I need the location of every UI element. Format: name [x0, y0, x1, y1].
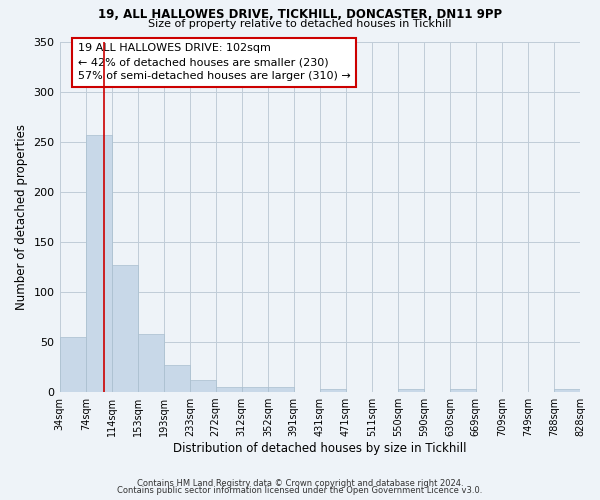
Bar [164, 365, 190, 392]
Y-axis label: Number of detached properties: Number of detached properties [15, 124, 28, 310]
Bar [86, 134, 112, 392]
Bar [59, 337, 86, 392]
Bar [398, 389, 424, 392]
Bar [190, 380, 215, 392]
Bar [112, 265, 137, 392]
Text: Contains HM Land Registry data © Crown copyright and database right 2024.: Contains HM Land Registry data © Crown c… [137, 478, 463, 488]
Bar [554, 389, 580, 392]
Text: 19, ALL HALLOWES DRIVE, TICKHILL, DONCASTER, DN11 9PP: 19, ALL HALLOWES DRIVE, TICKHILL, DONCAS… [98, 8, 502, 20]
Text: Size of property relative to detached houses in Tickhill: Size of property relative to detached ho… [148, 19, 452, 29]
Bar [242, 387, 268, 392]
Bar [137, 334, 164, 392]
Bar [215, 387, 242, 392]
Text: 19 ALL HALLOWES DRIVE: 102sqm
← 42% of detached houses are smaller (230)
57% of : 19 ALL HALLOWES DRIVE: 102sqm ← 42% of d… [78, 44, 350, 82]
Bar [450, 389, 476, 392]
Bar [320, 389, 346, 392]
Bar [268, 387, 293, 392]
X-axis label: Distribution of detached houses by size in Tickhill: Distribution of detached houses by size … [173, 442, 467, 455]
Text: Contains public sector information licensed under the Open Government Licence v3: Contains public sector information licen… [118, 486, 482, 495]
